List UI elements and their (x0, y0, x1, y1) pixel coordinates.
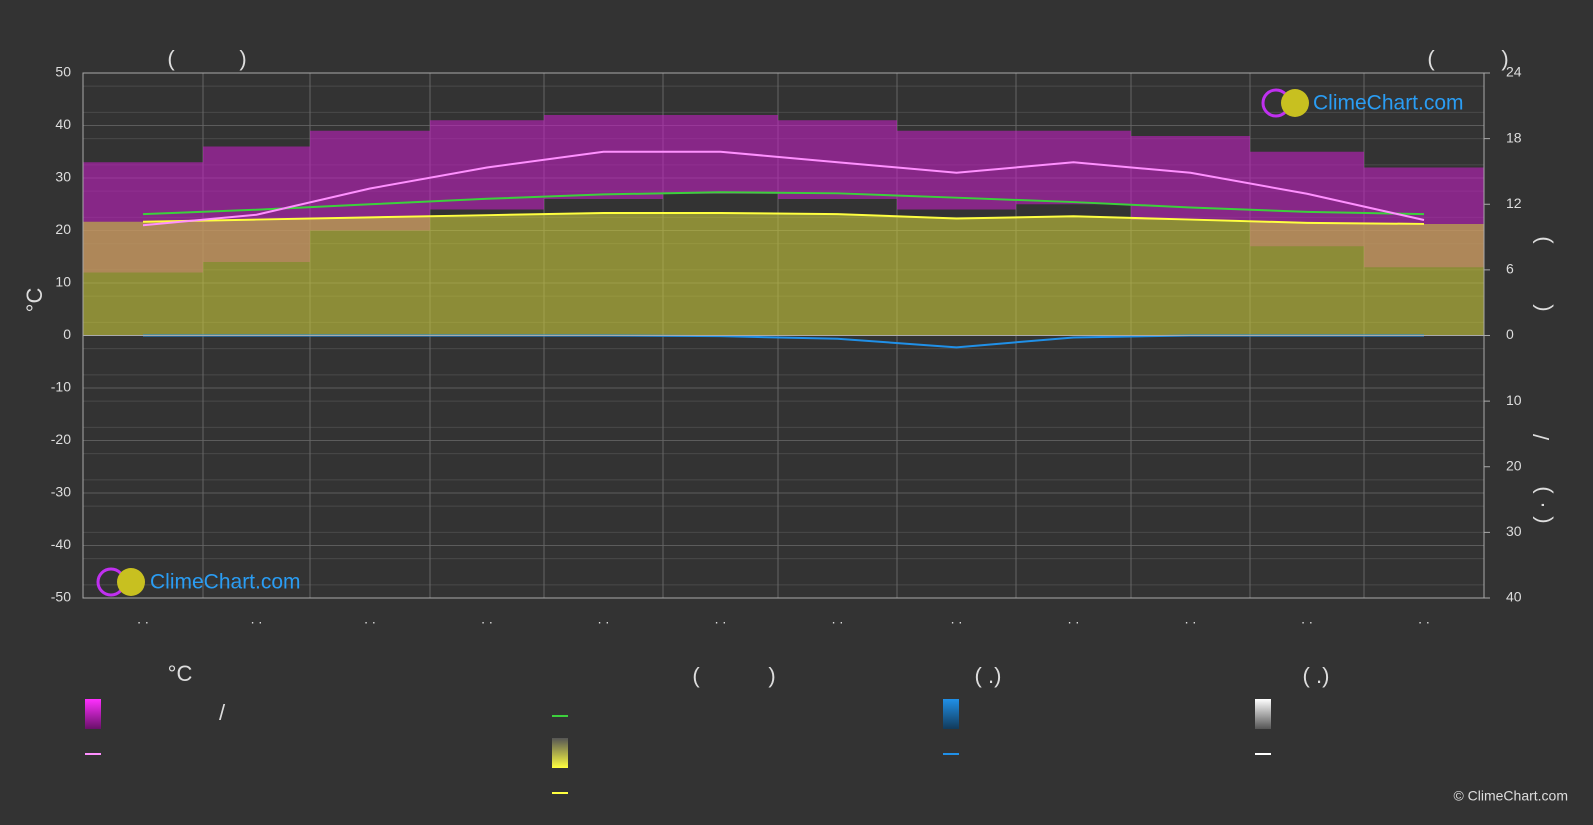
x-tick-label: . . (1418, 611, 1430, 627)
temperature-range (778, 120, 897, 199)
y2-axis-label: ) (1529, 486, 1554, 493)
logo-text: ClimeChart.com (150, 571, 301, 594)
plot-area: 50 40 30 20 10 0 -10 -20 -30 -40 -50 0 6 12 18 24 10 20 30… (51, 64, 1554, 627)
y-tick-label: 40 (55, 116, 71, 132)
x-tick-label: . . (1068, 611, 1080, 627)
legend-heading: ( .) (975, 663, 1002, 688)
y-axis-label: °C (22, 288, 47, 313)
x-tick-label: . . (832, 611, 844, 627)
y2-tick-label: 24 (1506, 64, 1522, 80)
y-tick-label: -50 (51, 589, 71, 605)
y-tick-label: 30 (55, 169, 71, 185)
title-fragment: ( (167, 46, 175, 71)
title-fragment: ) (239, 46, 246, 71)
y-tick-label: 20 (55, 221, 71, 237)
x-tick-label: . . (137, 611, 149, 627)
sunshine-area (83, 213, 1484, 336)
y2-tick-label: 6 (1506, 261, 1514, 277)
y-tick-label: -10 (51, 379, 71, 395)
y3-tick-label: 10 (1506, 392, 1522, 408)
legend-label: / (219, 700, 226, 725)
y2-tick-label: 0 (1506, 326, 1514, 342)
temperature-range (430, 120, 544, 210)
y2-axis-label: / (1529, 433, 1554, 440)
y-tick-label: -30 (51, 484, 71, 500)
y2-axis-label: ( (1529, 304, 1554, 312)
copyright: © ClimeChart.com (1453, 788, 1568, 804)
y3-tick-label: 40 (1506, 589, 1522, 605)
y-tick-label: -40 (51, 536, 71, 552)
legend-heading: ) (768, 663, 775, 688)
temperature-range (1016, 130, 1131, 205)
series-line (142, 150, 1425, 227)
legend-swatch (552, 738, 568, 768)
title-fragment: ( (1427, 46, 1435, 71)
x-tick-label: . . (1301, 611, 1313, 627)
y-tick-label: -20 (51, 431, 71, 447)
y2-axis-label: ( (1529, 516, 1554, 524)
y3-tick-label: 20 (1506, 457, 1522, 473)
logo: ClimeChart.com (1261, 88, 1464, 118)
x-tick-label: . . (481, 611, 493, 627)
x-tick-label: . . (715, 611, 727, 627)
legend-swatch (943, 699, 959, 729)
y2-axis-label: ) (1529, 236, 1554, 243)
y-tick-label: 0 (63, 326, 71, 342)
legend-heading: °C (168, 661, 193, 686)
sunshine-line (142, 212, 1425, 225)
logo-icon (117, 568, 145, 596)
x-tick-label: . . (1185, 611, 1197, 627)
legend-heading: ( .) (1303, 663, 1330, 688)
y-tick-label: 50 (55, 64, 71, 80)
logo: ClimeChart.com (96, 567, 301, 597)
x-tick-label: . . (364, 611, 376, 627)
series-line (142, 191, 1425, 216)
y2-tick-label: 18 (1506, 129, 1522, 145)
x-tick-label: . . (598, 611, 610, 627)
logo-icon (1281, 89, 1309, 117)
y2-axis-label: · (1529, 501, 1554, 508)
y2-tick-label: 12 (1506, 195, 1522, 211)
x-tick-label: . . (251, 611, 263, 627)
x-tick-label: . . (951, 611, 963, 627)
legend-heading: ( (692, 663, 700, 688)
logo-text: ClimeChart.com (1313, 92, 1464, 115)
y-tick-label: 10 (55, 274, 71, 290)
y3-tick-label: 30 (1506, 523, 1522, 539)
legend-swatch (1255, 699, 1271, 729)
legend-swatch (85, 699, 101, 729)
title-fragment: ) (1501, 46, 1508, 71)
